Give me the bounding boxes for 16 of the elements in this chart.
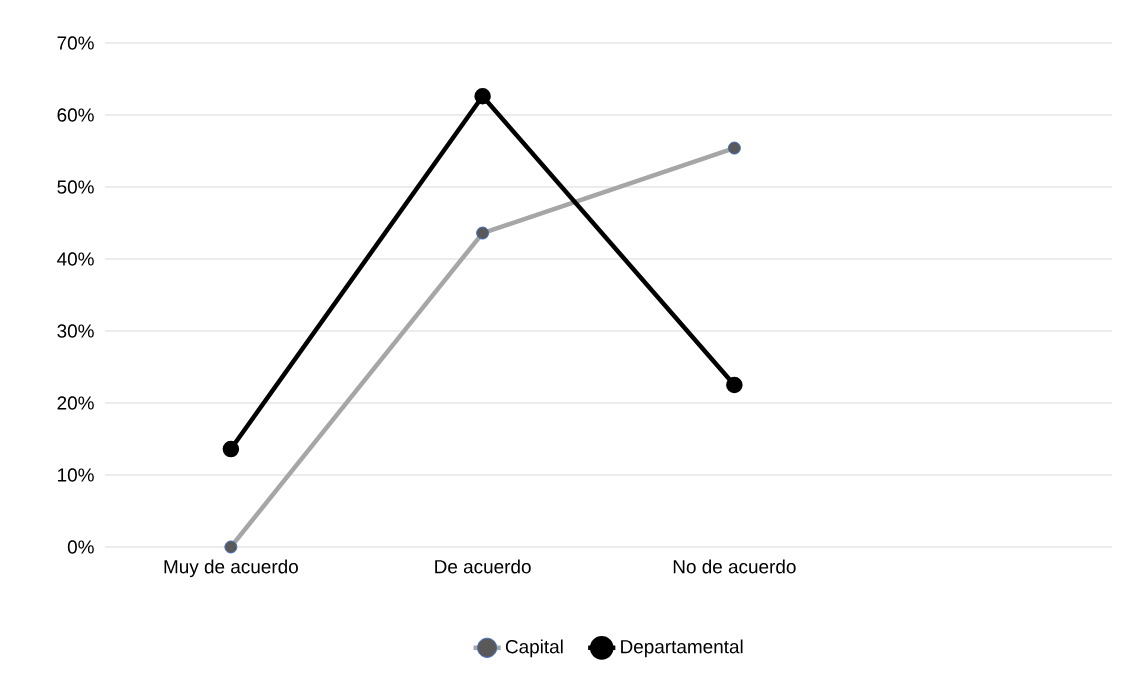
y-tick-label: 40% xyxy=(57,252,94,266)
y-tick-label: 20% xyxy=(57,396,94,410)
point xyxy=(474,88,491,105)
point xyxy=(222,440,240,458)
y-tick-label: 60% xyxy=(57,108,94,122)
x-tick-label: De acuerdo xyxy=(435,559,531,574)
y-tick-label: 50% xyxy=(57,180,94,194)
legend-label: Departamental xyxy=(621,639,743,658)
x-tick-label: No de acuerdo xyxy=(673,559,796,574)
y-tick-label: 10% xyxy=(58,468,94,482)
y-tick-label: 0% xyxy=(67,540,94,554)
point xyxy=(726,376,743,394)
y-tick-label: 70% xyxy=(57,36,94,50)
legend-label: Capital xyxy=(505,639,563,658)
x-tick-label: Muy de acuerdo xyxy=(164,559,298,578)
y-tick-label: 30% xyxy=(57,324,94,338)
